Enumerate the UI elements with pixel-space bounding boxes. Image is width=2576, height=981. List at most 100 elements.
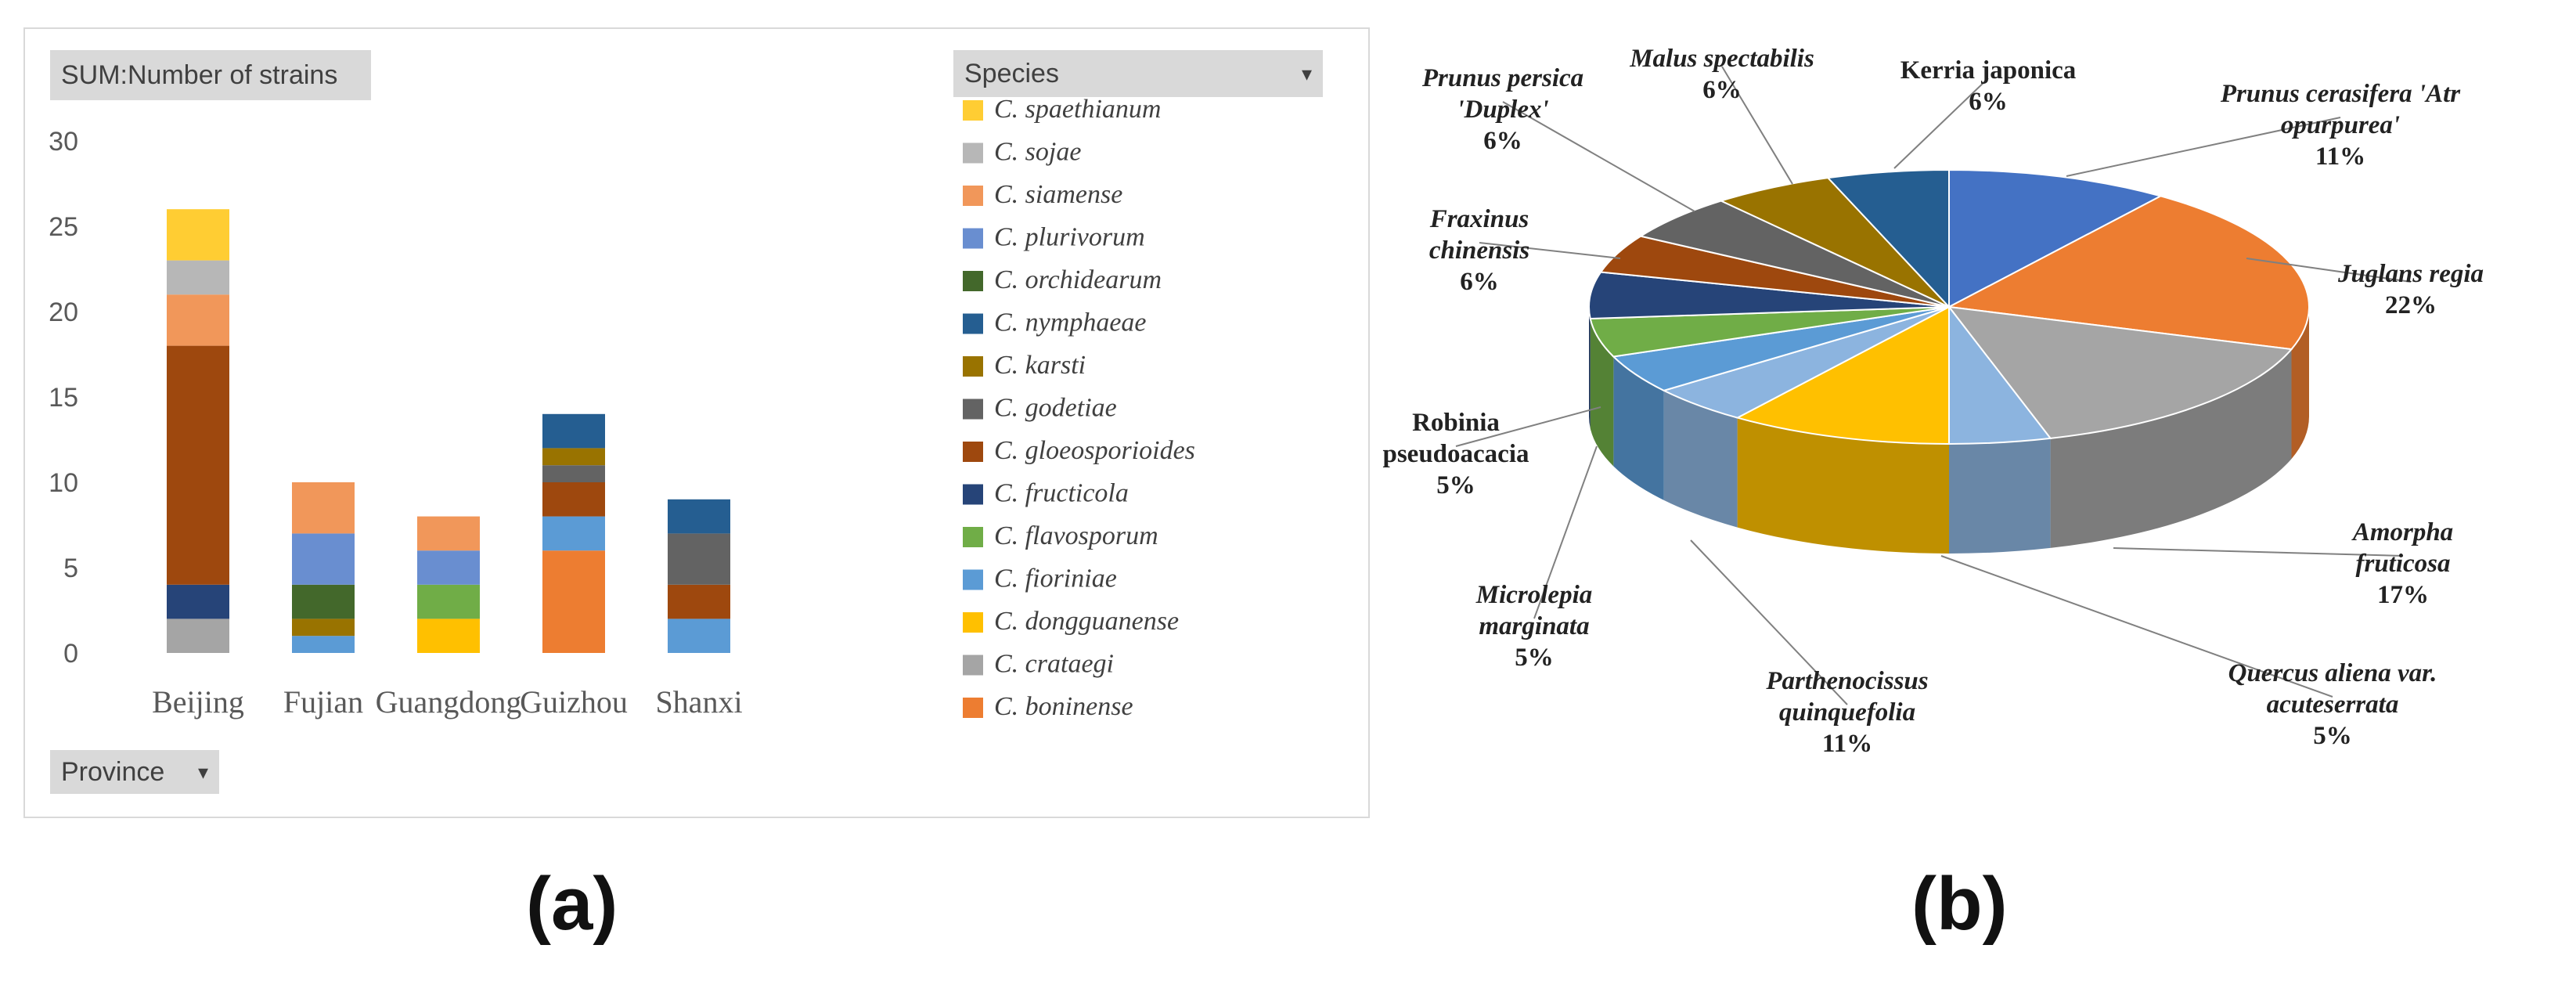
legend-label: C. fioriniae: [994, 564, 1117, 593]
legend-swatch: [963, 484, 983, 505]
legend-label: C. orchidearum: [994, 265, 1162, 294]
y-tick-label: 15: [49, 383, 78, 413]
pie-label-text: 'Duplex': [1457, 96, 1548, 124]
x-tick-label: Shanxi: [655, 684, 742, 720]
pie-slice-side: [1589, 307, 1591, 428]
pie-slice-side: [1613, 356, 1664, 500]
legend-label: C. siamense: [994, 180, 1122, 209]
bar-segment: [542, 482, 605, 517]
bar-segment: [292, 533, 355, 585]
pie-label-text: Prunus cerasifera 'Atr: [2220, 80, 2461, 108]
leader-line: [1455, 406, 1601, 447]
legend-swatch: [963, 527, 983, 547]
legend-label: C. gloeosporioides: [994, 436, 1195, 465]
y-tick-label: 0: [63, 639, 78, 669]
pie-slice: [1719, 177, 1950, 308]
leader-line: [1893, 78, 1989, 169]
leader-line: [2066, 117, 2341, 177]
bar-segment: [542, 465, 605, 482]
legend-swatch: [963, 186, 983, 206]
pie-slice-side: [1663, 390, 1738, 528]
pie-label-text: marginata: [1479, 612, 1589, 640]
legend-label: C. flavosporum: [994, 521, 1158, 550]
pie-label-percent: 6%: [1460, 268, 1499, 296]
leader-line: [1690, 539, 1848, 705]
pie-label-text: Kerria japonica: [1900, 56, 2077, 85]
bar-segment: [668, 499, 730, 534]
x-tick-label: Guizhou: [520, 684, 628, 720]
legend-swatch: [963, 356, 983, 377]
bar-segment: [542, 550, 605, 653]
legend-label: C. plurivorum: [994, 223, 1145, 252]
legend-label: C. godetiae: [994, 394, 1117, 423]
pie-label-text: chinensis: [1429, 236, 1529, 265]
leader-line: [2246, 258, 2412, 283]
pie-slice: [1588, 271, 1950, 320]
bar-segment: [417, 584, 480, 619]
chevron-down-icon[interactable]: ▾: [197, 759, 208, 784]
pie-label-text: Prunus persica: [1421, 64, 1583, 92]
leader-line: [1533, 445, 1598, 619]
bar-segment: [167, 345, 229, 585]
y-tick-label: 30: [49, 127, 78, 157]
leader-line: [1479, 242, 1621, 259]
province-filter-button[interactable]: Province ▾: [50, 750, 219, 794]
y-tick-label: 25: [49, 212, 78, 242]
bar-segment: [668, 584, 730, 619]
species-filter-button[interactable]: Species ▾: [953, 50, 1323, 97]
legend-swatch: [963, 442, 983, 462]
bar-segment: [167, 260, 229, 295]
chevron-down-icon[interactable]: ▾: [1301, 61, 1312, 85]
pie-tops: [1588, 168, 2310, 445]
leader-line: [1502, 101, 1695, 212]
pie-label-percent: 6%: [1702, 76, 1742, 104]
province-filter-label: Province: [61, 756, 165, 787]
bar-segment: [167, 294, 229, 346]
bar-segment: [417, 550, 480, 585]
pie-label-percent: 22%: [2385, 291, 2437, 319]
pie-label-percent: 11%: [1822, 730, 1872, 758]
legend-swatch: [963, 655, 983, 676]
pie-label-text: Microlepia: [1475, 581, 1592, 609]
y-tick-label: 5: [63, 554, 78, 583]
pie-labels: Prunus cerasifera 'Atr opurpurea' 11% Jugla…: [1382, 45, 2484, 758]
panel-a-label: (a): [526, 862, 618, 946]
bar-segment: [542, 516, 605, 551]
stacked-bar-chart: 0 5 10 15 20 25 30 Beijing Fujian GuangdongGuizho…: [49, 127, 742, 720]
pie-slice: [1735, 305, 1950, 445]
pie-label-text: quinquefolia: [1779, 698, 1915, 727]
legend-label: C. fructicola: [994, 479, 1129, 508]
x-tick-label: Beijing: [152, 684, 244, 720]
legend-swatch: [963, 612, 983, 633]
pie-slice-side: [2050, 349, 2292, 548]
legend-label: C. sojae: [994, 138, 1081, 167]
pie-label-text: Juglans regia: [2337, 260, 2484, 288]
pie-label-text: Robinia: [1412, 409, 1500, 437]
pie-slice-side: [1590, 318, 1614, 467]
species-legend: C. spaethianum C. sojae C. siamense C. plur…: [963, 95, 1195, 721]
legend-label: C. crataegi: [994, 650, 1114, 679]
leader-line: [1940, 555, 2333, 698]
bar-segment: [292, 482, 355, 534]
value-field-button[interactable]: SUM:Number of strains: [50, 50, 371, 100]
pivot-chart-frame: [23, 27, 1370, 818]
legend-label: C. spaethianum: [994, 95, 1161, 124]
legend-label: C. dongguanense: [994, 607, 1179, 636]
pie-label-text: acuteserrata: [2267, 691, 2399, 719]
y-tick-label: 20: [49, 298, 78, 327]
pie-label-percent: 11%: [2315, 142, 2365, 171]
pie-label-text: pseudoacacia: [1382, 440, 1529, 468]
bar-segment: [668, 619, 730, 653]
pie-slice: [1947, 305, 2293, 439]
legend-swatch: [963, 313, 983, 334]
bar-segment: [167, 209, 229, 261]
pie-label-text: Parthenocissus: [1765, 667, 1928, 695]
pie-label-percent: 5%: [2313, 722, 2352, 750]
bar-segment: [542, 413, 605, 449]
legend-swatch: [963, 142, 983, 164]
bar-segment: [417, 619, 480, 653]
legend-swatch: [963, 569, 983, 590]
pie-sides: [1589, 307, 2309, 554]
pie-label-text: Quercus aliena var.: [2228, 659, 2437, 687]
